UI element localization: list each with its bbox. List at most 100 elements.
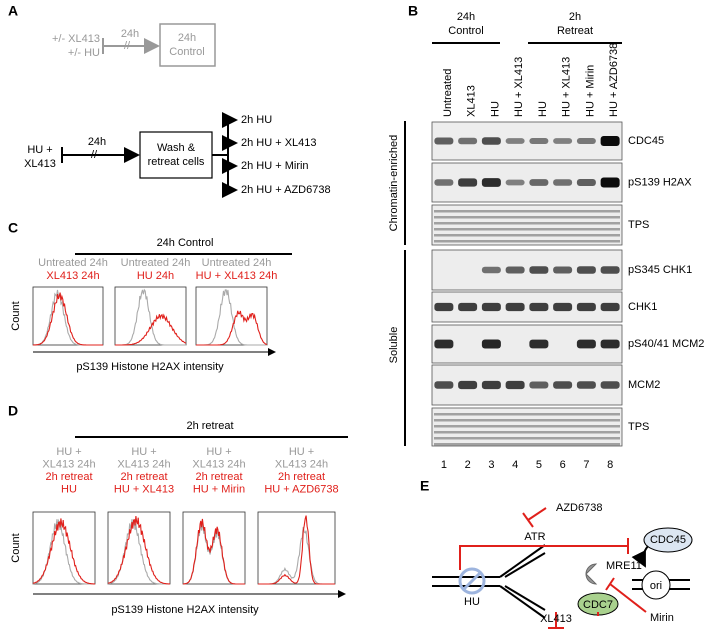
outcome: 2h HU	[241, 114, 272, 126]
box-text: Wash &	[157, 142, 196, 154]
histogram-curve	[258, 526, 335, 585]
band	[600, 339, 620, 349]
plot-frame	[257, 511, 336, 585]
lane-label: Untreated	[442, 69, 454, 117]
band	[600, 266, 620, 274]
band	[553, 138, 573, 144]
lane-number: 5	[536, 459, 542, 471]
box-text: 24h	[178, 32, 196, 44]
group-label: 24h	[457, 11, 475, 23]
band	[481, 380, 501, 390]
hu-symbol	[461, 570, 483, 592]
outcome: 2h HU + AZD6738	[241, 184, 331, 196]
diagram-label: CDC7	[583, 599, 613, 611]
fraction-label: Chromatin-enriched	[388, 135, 400, 232]
red-label: 2h retreat	[195, 471, 242, 483]
band	[434, 419, 620, 422]
outcome: 2h HU + XL413	[241, 137, 317, 149]
panel-label: A	[8, 3, 18, 19]
band	[434, 302, 454, 312]
row-label: pS139 H2AX	[628, 176, 692, 188]
band	[434, 431, 620, 434]
panel-title: 2h retreat	[186, 420, 233, 432]
mre11	[585, 563, 598, 585]
condition: +/- HU	[68, 47, 100, 59]
band	[600, 136, 620, 146]
band	[481, 302, 501, 312]
lane-label: HU + XL413	[513, 57, 525, 117]
diagram-label: AZD6738	[556, 502, 602, 514]
band	[434, 437, 620, 440]
panel-label: E	[420, 478, 429, 494]
gray-label: Untreated 24h	[121, 257, 191, 269]
red-label: XL413 24h	[46, 270, 99, 282]
break-mark: //	[91, 149, 98, 161]
diagram-label: CDC45	[650, 534, 686, 546]
band	[576, 179, 596, 186]
histogram-curve	[107, 518, 170, 585]
band	[529, 339, 549, 349]
lane-label: HU + Mirin	[584, 65, 596, 117]
band	[553, 179, 573, 186]
histogram-curve	[196, 310, 268, 346]
arrow	[631, 545, 649, 568]
red-label: 2h retreat	[45, 471, 92, 483]
cdc45	[643, 527, 693, 553]
band	[458, 302, 478, 312]
band	[434, 137, 454, 145]
gray-label: XL413 24h	[192, 458, 245, 470]
diagram-label: ATR	[524, 531, 545, 543]
plot-frame	[195, 286, 268, 346]
diagram-label: XL413	[540, 613, 572, 625]
band	[434, 339, 454, 349]
band	[553, 302, 573, 312]
group-label: Control	[448, 25, 483, 37]
panel-title: 24h Control	[157, 237, 214, 249]
red-label: HU + XL413 24h	[196, 270, 278, 282]
group-label: Retreat	[557, 25, 593, 37]
y-label: Count	[10, 533, 22, 562]
band	[434, 425, 620, 428]
histogram-curve	[107, 516, 170, 585]
band	[434, 216, 620, 219]
plot-frame	[114, 286, 187, 346]
band	[600, 177, 620, 188]
red-label: HU 24h	[137, 270, 174, 282]
lane-number: 2	[465, 459, 471, 471]
band	[434, 210, 620, 213]
band	[434, 234, 620, 237]
band	[458, 178, 478, 187]
red-label: HU + AZD6738	[264, 483, 338, 495]
band	[481, 339, 501, 349]
band	[458, 380, 478, 390]
band	[600, 381, 620, 389]
lane-number: 8	[607, 459, 613, 471]
lane-label: XL413	[466, 85, 478, 117]
red-label: 2h retreat	[278, 471, 325, 483]
diagram-label: MRE11	[606, 560, 642, 572]
band	[553, 381, 573, 389]
diagram-label: HU	[464, 596, 480, 608]
band	[458, 137, 478, 145]
condition: +/- XL413	[52, 33, 100, 45]
row-label: MCM2	[628, 379, 660, 391]
lane-label: HU + XL413	[561, 57, 573, 117]
band	[434, 240, 620, 243]
panel-c: C 24h Control Count pS139 Histone H2AX i…	[8, 220, 292, 373]
lane-label: HU	[537, 101, 549, 117]
lane-label: HU + AZD6738	[608, 43, 620, 117]
band	[505, 380, 525, 390]
panel-label: B	[408, 3, 418, 19]
gray-label: XL413 24h	[275, 458, 328, 470]
band	[481, 137, 501, 145]
band	[529, 266, 549, 274]
band	[576, 266, 596, 274]
panel-e: E AZD6738 ATR CDC45 ori MRE11 HU CDC7 Mirin XL41…	[420, 478, 693, 629]
treatment: HU +	[27, 144, 52, 156]
lane-number: 7	[583, 459, 589, 471]
band	[434, 179, 454, 186]
box-text: retreat cells	[148, 156, 205, 168]
gray-label: Untreated 24h	[38, 257, 108, 269]
inhibition	[459, 507, 647, 629]
